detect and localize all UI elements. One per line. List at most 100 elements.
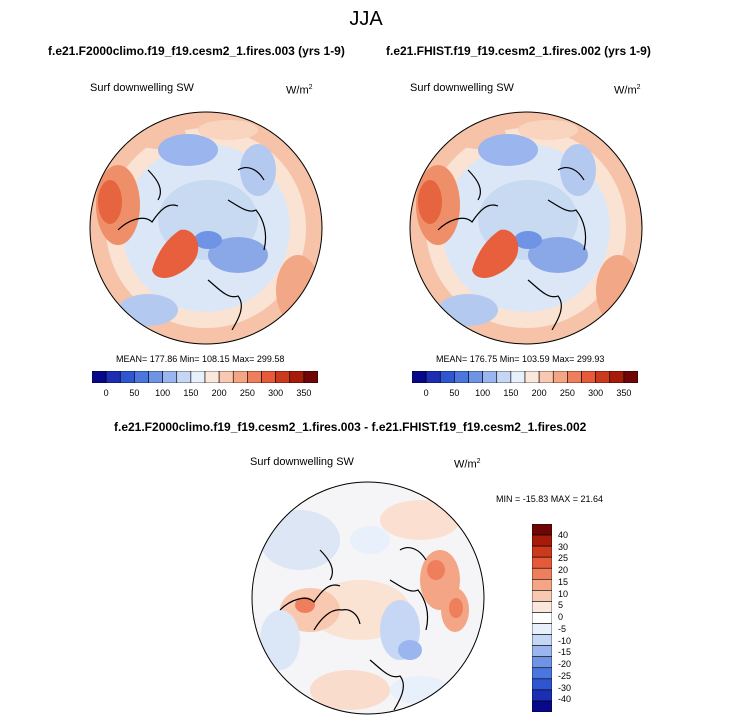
colorbar-swatch — [532, 612, 552, 624]
colorbar-swatch — [532, 623, 552, 635]
colorbar-swatch — [482, 371, 498, 383]
colorbar-tick-label: -5 — [558, 623, 567, 634]
colorbar-swatch — [532, 556, 552, 569]
colorbar-swatch — [119, 371, 135, 383]
colorbar-tick-label: -15 — [558, 647, 572, 658]
colorbar-swatch — [468, 371, 483, 383]
colorbar-swatch — [609, 371, 625, 383]
colorbar-swatch — [532, 545, 552, 558]
colorbar-swatch — [538, 371, 554, 383]
panel2-variable-label: Surf downwelling SW — [410, 82, 514, 94]
figure-title: JJA — [349, 8, 383, 30]
colorbar-swatch — [162, 371, 178, 383]
panel2-stats: MEAN= 176.75 Min= 103.59 Max= 299.93 — [436, 354, 605, 364]
colorbar-swatch — [176, 371, 192, 383]
panel1-variable-label: Surf downwelling SW — [90, 82, 194, 94]
colorbar-swatch — [532, 667, 552, 680]
diff-polar-map — [251, 481, 485, 715]
colorbar-tick-label: 350 — [616, 388, 632, 398]
colorbar-swatch — [532, 590, 552, 602]
colorbar-tick-label: 150 — [503, 388, 519, 398]
colorbar-tick-label: -30 — [558, 682, 572, 693]
colorbar-swatch — [552, 371, 568, 383]
colorbar-swatch — [581, 371, 596, 383]
colorbar-tick-label: 300 — [588, 388, 604, 398]
colorbar-tick-label: 0 — [103, 388, 109, 398]
panel2-polar-map — [409, 111, 643, 345]
colorbar-tick-label: -10 — [558, 635, 572, 646]
colorbar-tick-label: 300 — [268, 388, 284, 398]
colorbar-swatch — [532, 524, 552, 536]
panel2-colorbar-ticks: 0 50 100 150 200 250 300 350 — [412, 388, 638, 400]
colorbar-swatch — [218, 371, 234, 383]
colorbar-tick-label: -20 — [558, 659, 572, 669]
colorbar-swatch — [412, 371, 427, 383]
panel1-case-title: f.e21.F2000climo.f19_f19.cesm2_1.fires.0… — [48, 44, 345, 58]
colorbar-tick-label: 5 — [558, 600, 564, 611]
colorbar-swatch — [92, 371, 107, 383]
colorbar-swatch — [567, 371, 582, 383]
colorbar-swatch — [454, 371, 469, 383]
colorbar-swatch — [134, 371, 149, 383]
colorbar-swatch — [439, 371, 455, 383]
colorbar-tick-label: 200 — [531, 388, 547, 398]
colorbar-tick-label: 250 — [559, 388, 575, 398]
colorbar-tick-label: 15 — [558, 576, 569, 587]
panel2-units-label: W/m2 — [614, 84, 641, 97]
panel1-stats: MEAN= 177.86 Min= 108.15 Max= 299.58 — [116, 354, 285, 364]
colorbar-swatch — [510, 371, 526, 383]
colorbar-swatch — [148, 371, 163, 383]
colorbar-swatch — [532, 601, 552, 613]
panel1-polar-map — [89, 111, 323, 345]
colorbar-swatch — [532, 700, 552, 712]
diff-colorbar-ticks: 40 30 25 20 15 10 5 0 -5 -10 -15 -20 -25 -30 -40 — [558, 524, 588, 712]
colorbar-swatch — [303, 371, 318, 383]
colorbar-swatch — [532, 656, 552, 669]
colorbar-tick-label: 100 — [475, 388, 491, 398]
diff-colorbar — [532, 524, 552, 712]
colorbar-tick-label: 30 — [558, 541, 569, 552]
colorbar-tick-label: 0 — [423, 388, 429, 398]
colorbar-swatch — [532, 645, 552, 658]
colorbar-tick-label: 25 — [558, 553, 569, 564]
colorbar-swatch — [247, 371, 262, 383]
colorbar-swatch — [425, 371, 441, 383]
colorbar-swatch — [204, 371, 220, 383]
colorbar-tick-label: -40 — [558, 694, 572, 705]
colorbar-swatch — [289, 371, 305, 383]
panel2-case-title: f.e21.FHIST.f19_f19.cesm2_1.fires.002 (y… — [386, 44, 651, 58]
colorbar-swatch — [190, 371, 206, 383]
colorbar-tick-label: 150 — [183, 388, 199, 398]
colorbar-tick-label: 20 — [558, 565, 569, 575]
colorbar-swatch — [623, 371, 638, 383]
colorbar-tick-label: 10 — [558, 588, 569, 599]
diff-title: f.e21.F2000climo.f19_f19.cesm2_1.fires.0… — [114, 420, 587, 434]
colorbar-tick-label: 50 — [449, 388, 460, 398]
colorbar-swatch — [532, 567, 552, 580]
colorbar-swatch — [532, 534, 552, 547]
colorbar-swatch — [532, 678, 552, 691]
colorbar-tick-label: 0 — [558, 612, 564, 622]
colorbar-swatch — [496, 371, 512, 383]
colorbar-swatch — [524, 371, 540, 383]
colorbar-swatch — [595, 371, 611, 383]
diff-stats: MIN = -15.83 MAX = 21.64 — [496, 494, 604, 504]
colorbar-tick-label: 250 — [239, 388, 255, 398]
colorbar-swatch — [532, 689, 552, 702]
colorbar-tick-label: 100 — [155, 388, 171, 398]
colorbar-tick-label: 50 — [129, 388, 140, 398]
colorbar-swatch — [532, 578, 552, 591]
colorbar-swatch — [232, 371, 248, 383]
colorbar-tick-label: 200 — [211, 388, 227, 398]
panel2-colorbar — [412, 371, 638, 383]
colorbar-swatch — [532, 634, 552, 646]
panel1-units-label: W/m2 — [286, 84, 313, 97]
colorbar-swatch — [275, 371, 291, 383]
panel1-colorbar — [92, 371, 318, 383]
colorbar-swatch — [105, 371, 121, 383]
diff-variable-label: Surf downwelling SW — [250, 456, 354, 468]
colorbar-tick-label: 350 — [296, 388, 312, 398]
colorbar-tick-label: -25 — [558, 670, 572, 681]
diff-units-label: W/m2 — [454, 458, 481, 471]
panel1-colorbar-ticks: 0 50 100 150 200 250 300 350 — [92, 388, 318, 400]
